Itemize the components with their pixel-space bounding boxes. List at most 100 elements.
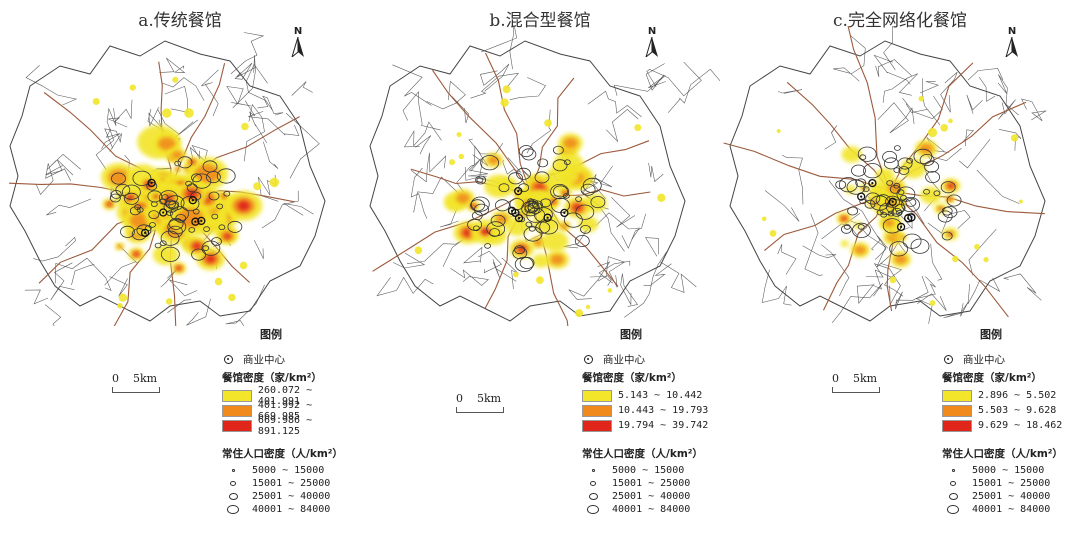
population-circle — [512, 247, 528, 260]
hotspot-mid — [488, 156, 500, 165]
population-circle — [471, 211, 483, 221]
density-range-label: 260.072 ~ 401.991 — [257, 384, 313, 407]
district-boundary — [410, 167, 428, 219]
business-center-dot — [871, 182, 874, 185]
density-class-row: 10.443 ~ 19.793 — [582, 403, 708, 418]
density-title: 餐馆密度（家/km²） — [222, 372, 322, 384]
north-arrow: N — [640, 26, 664, 61]
population-circle — [898, 166, 910, 175]
district-boundary — [646, 61, 702, 97]
population-class-row: 15001 ~ 25000 — [222, 477, 360, 490]
hotspot-outer — [634, 124, 642, 132]
rail-line — [529, 77, 575, 192]
population-circle — [835, 180, 847, 190]
population-circle — [580, 224, 591, 234]
district-boundary — [777, 244, 797, 275]
population-range-label: 5000 ~ 15000 — [612, 465, 685, 476]
density-swatch — [222, 404, 252, 417]
map-panel-2: b.混合型餐馆 N 0 5km 图例 商业中心 — [360, 0, 720, 538]
population-class-row: 25001 ~ 40000 — [582, 490, 708, 503]
population-circle — [486, 221, 506, 237]
population-range-label: 15001 ~ 25000 — [612, 478, 691, 489]
district-boundary — [581, 179, 625, 252]
population-circle — [590, 196, 606, 209]
district-boundary — [248, 111, 300, 136]
north-arrow-icon — [645, 36, 658, 59]
map-canvas — [723, 26, 1047, 324]
scale-distance-label: 5km — [853, 372, 878, 385]
population-circle — [129, 206, 141, 216]
hotspot-outer — [228, 293, 236, 302]
population-circle — [855, 178, 867, 188]
rail-line — [372, 190, 531, 272]
population-circle — [895, 210, 903, 216]
density-swatch — [582, 389, 612, 402]
district-boundary — [392, 64, 432, 106]
hotspot-outer — [983, 257, 989, 263]
business-center-row: 商业中心 — [582, 352, 708, 367]
district-boundary — [968, 228, 997, 276]
scale-bar: 0 5km — [112, 372, 160, 393]
business-center-dot — [144, 231, 147, 234]
district-boundary — [159, 57, 186, 73]
population-circle — [919, 153, 935, 166]
population-ring-icon — [951, 469, 955, 472]
population-circle — [159, 240, 167, 247]
hotspot-high — [947, 231, 953, 237]
district-boundary — [919, 81, 940, 94]
map-legend: 图例 商业中心 餐馆密度（家/km²） 2.896 ~ 5.502 5.503 ~… — [942, 326, 1063, 516]
population-circle — [470, 199, 485, 212]
population-circle — [887, 210, 895, 217]
population-circle — [174, 160, 182, 167]
population-circle — [865, 192, 881, 205]
hotspot-high — [220, 194, 225, 198]
population-ring-icon — [591, 469, 595, 472]
hotspot-mid — [894, 254, 907, 264]
district-boundary — [44, 304, 62, 326]
population-circle — [841, 224, 852, 234]
district-boundaries — [369, 26, 720, 322]
district-boundary — [882, 73, 919, 103]
population-ring-icon — [588, 492, 598, 501]
population-circle — [201, 240, 221, 256]
business-center-icon — [944, 355, 953, 364]
district-boundary — [940, 71, 958, 113]
hotspot-high — [562, 190, 568, 194]
business-center-row: 商业中心 — [222, 352, 360, 367]
density-range-label: 19.794 ~ 39.742 — [618, 420, 709, 431]
population-circle — [537, 158, 549, 168]
district-boundary — [450, 267, 489, 286]
population-circle — [208, 191, 220, 201]
hotspot-outer — [929, 300, 936, 306]
population-circle — [216, 168, 236, 184]
hotspot-outer — [607, 288, 613, 293]
population-circle — [475, 175, 486, 185]
population-circles — [467, 145, 606, 272]
district-boundary — [802, 245, 837, 259]
population-ring-icon — [590, 481, 596, 486]
hotspot-high — [192, 242, 201, 250]
population-ring-icon — [228, 492, 238, 501]
hotspot-low — [152, 244, 179, 266]
district-boundary — [108, 99, 133, 128]
district-boundary — [967, 68, 1004, 81]
hotspot-outer — [165, 298, 173, 305]
district-boundary — [186, 298, 211, 326]
north-arrow: N — [286, 26, 310, 61]
hotspot-high — [176, 168, 179, 171]
hotspot-mid — [456, 193, 470, 204]
district-boundary — [856, 269, 895, 304]
business-center — [868, 178, 877, 188]
population-title: 常住人口密度（人/km²） — [222, 448, 343, 460]
population-circle — [484, 243, 491, 249]
hotspot-low — [840, 240, 849, 248]
hotspot-outer — [974, 243, 980, 250]
hotspot-outer — [1010, 134, 1019, 142]
population-circle — [518, 216, 526, 223]
population-circle — [489, 228, 501, 237]
district-boundary — [1021, 98, 1047, 122]
scale-zero-label: 0 — [112, 372, 119, 385]
density-range-label: 5.503 ~ 9.628 — [978, 405, 1057, 416]
scale-bar-line — [832, 387, 880, 393]
